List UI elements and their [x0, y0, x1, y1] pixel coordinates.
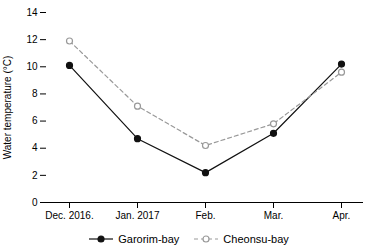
svg-text:Jan. 2017: Jan. 2017 [116, 210, 160, 221]
svg-text:Apr.: Apr. [333, 210, 351, 221]
svg-text:2: 2 [32, 170, 38, 181]
svg-text:4: 4 [32, 142, 38, 153]
svg-text:Water temperature (°C): Water temperature (°C) [2, 56, 13, 160]
svg-text:8: 8 [32, 88, 38, 99]
svg-text:12: 12 [26, 34, 38, 45]
svg-text:10: 10 [26, 61, 38, 72]
svg-text:0: 0 [32, 197, 38, 208]
svg-text:14: 14 [26, 7, 38, 18]
svg-text:Feb.: Feb. [195, 210, 215, 221]
html-text:Garorim-bay: Garorim-bay [118, 233, 180, 245]
svg-text:Mar.: Mar. [264, 210, 283, 221]
svg-text:6: 6 [32, 115, 38, 126]
svg-text:Dec. 2016.: Dec. 2016. [45, 210, 93, 221]
html-text:Cheonsu-bay: Cheonsu-bay [223, 233, 289, 245]
